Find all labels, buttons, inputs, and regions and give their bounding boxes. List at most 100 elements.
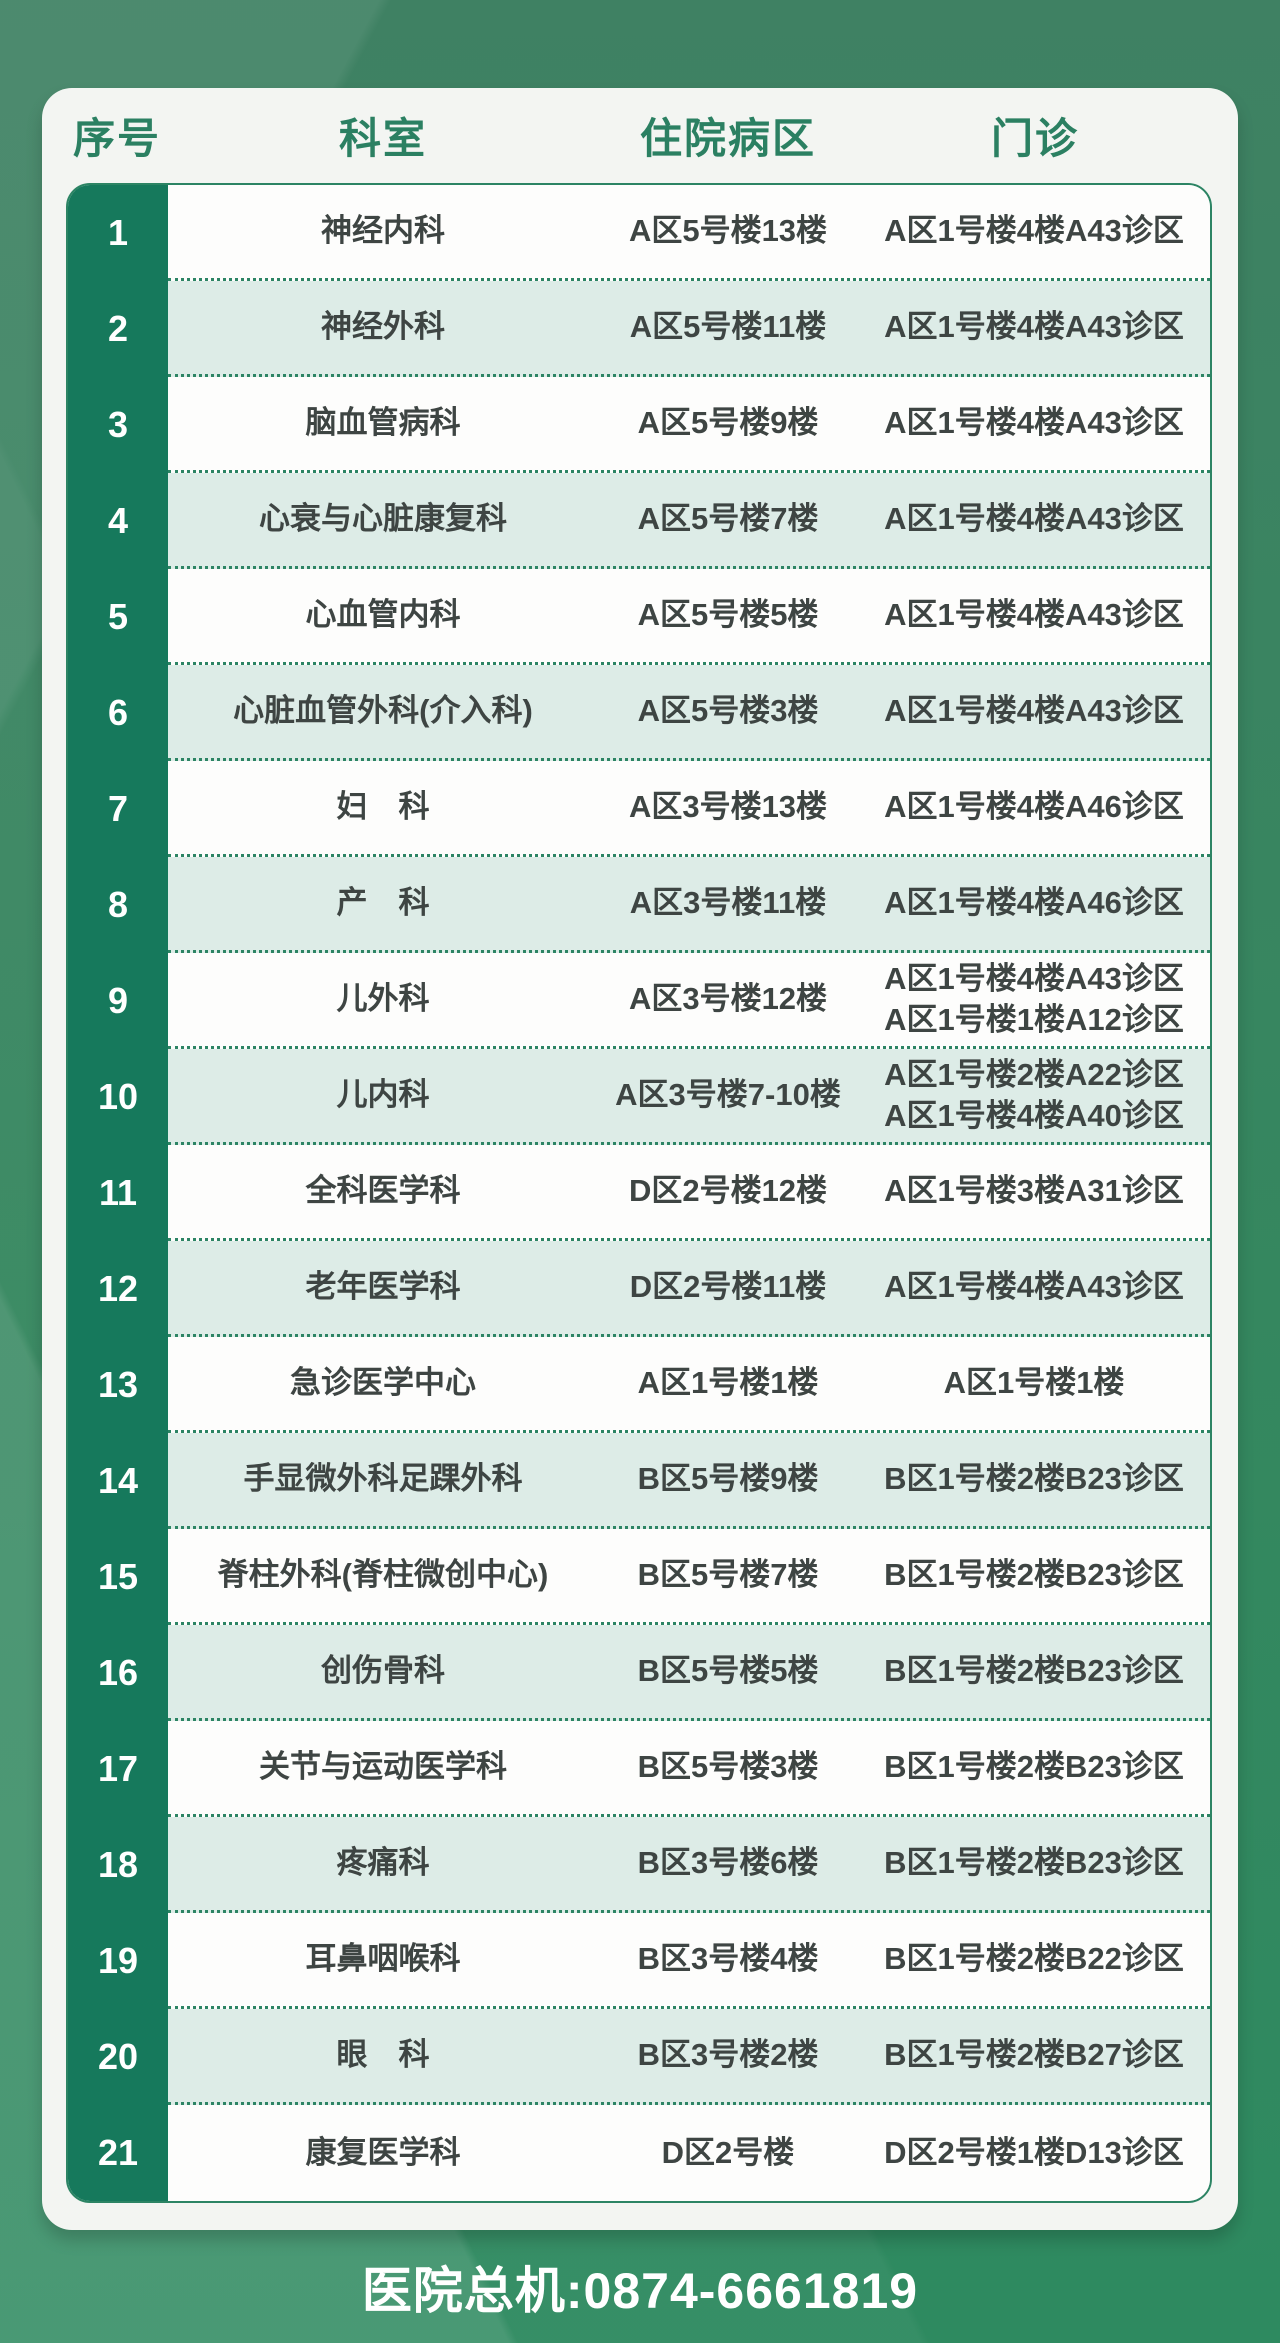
directory-card: 序号 科室 住院病区 门诊 1 神经内科 A区5号楼13楼 A区1号楼4楼A43诊区 2… <box>42 88 1238 2230</box>
table-row: 13 急诊医学中心 A区1号楼1楼 A区1号楼1楼 <box>68 1337 1210 1433</box>
row-content: 脑血管病科 A区5号楼9楼 A区1号楼4楼A43诊区 <box>168 377 1210 473</box>
clinic-line: A区1号楼4楼A46诊区 <box>884 789 1184 825</box>
table-row: 17 关节与运动医学科 B区5号楼3楼 B区1号楼2楼B23诊区 <box>68 1721 1210 1817</box>
row-index-cell: 19 <box>68 1913 168 2009</box>
ward-cell: B区5号楼5楼 <box>637 1653 819 1689</box>
row-content: 关节与运动医学科 B区5号楼3楼 B区1号楼2楼B23诊区 <box>168 1721 1210 1817</box>
table-row: 18 疼痛科 B区3号楼6楼 B区1号楼2楼B23诊区 <box>68 1817 1210 1913</box>
department-cell: 脑血管病科 <box>305 405 461 441</box>
row-index-cell: 15 <box>68 1529 168 1625</box>
table-row: 9 儿外科 A区3号楼12楼 A区1号楼4楼A43诊区 A区1号楼1楼A12诊区 <box>68 953 1210 1049</box>
department-cell: 老年医学科 <box>305 1269 461 1305</box>
table-row: 5 心血管内科 A区5号楼5楼 A区1号楼4楼A43诊区 <box>68 569 1210 665</box>
ward-cell: A区1号楼1楼 <box>637 1365 819 1401</box>
department-cell: 眼 科 <box>336 2037 430 2073</box>
row-index-cell: 7 <box>68 761 168 857</box>
row-index-cell: 1 <box>68 185 168 281</box>
clinic-cell: B区1号楼2楼B23诊区 <box>858 1747 1210 1787</box>
department-cell: 脊柱外科(脊柱微创中心) <box>217 1557 549 1593</box>
clinic-line: A区1号楼4楼A40诊区 <box>884 1097 1184 1133</box>
clinic-cell: A区1号楼4楼A43诊区 <box>858 691 1210 731</box>
ward-cell: D区2号楼11楼 <box>629 1269 827 1305</box>
clinic-line: A区1号楼4楼A43诊区 <box>884 213 1184 249</box>
row-index-cell: 21 <box>68 2105 168 2201</box>
table-row: 12 老年医学科 D区2号楼11楼 A区1号楼4楼A43诊区 <box>68 1241 1210 1337</box>
clinic-line: A区1号楼4楼A43诊区 <box>884 309 1184 345</box>
clinic-line: B区1号楼2楼B22诊区 <box>884 1941 1184 1977</box>
clinic-line: A区1号楼3楼A31诊区 <box>884 1173 1184 1209</box>
clinic-line: B区1号楼2楼B27诊区 <box>884 2037 1184 2073</box>
department-cell: 急诊医学中心 <box>290 1365 476 1401</box>
department-cell: 儿内科 <box>336 1077 430 1113</box>
clinic-line: B区1号楼2楼B23诊区 <box>884 1557 1184 1593</box>
row-index-cell: 2 <box>68 281 168 377</box>
clinic-line: B区1号楼2楼B23诊区 <box>884 1653 1184 1689</box>
clinic-line: B区1号楼2楼B23诊区 <box>884 1845 1184 1881</box>
ward-cell: B区3号楼4楼 <box>637 1941 819 1977</box>
clinic-cell: A区1号楼4楼A46诊区 <box>858 787 1210 827</box>
column-header-ward: 住院病区 <box>639 115 816 162</box>
table-row: 20 眼 科 B区3号楼2楼 B区1号楼2楼B27诊区 <box>68 2009 1210 2105</box>
table-row: 2 神经外科 A区5号楼11楼 A区1号楼4楼A43诊区 <box>68 281 1210 377</box>
department-cell: 关节与运动医学科 <box>259 1749 507 1785</box>
clinic-line: A区1号楼4楼A43诊区 <box>884 1269 1184 1305</box>
table-row: 16 创伤骨科 B区5号楼5楼 B区1号楼2楼B23诊区 <box>68 1625 1210 1721</box>
clinic-line: A区1号楼4楼A43诊区 <box>884 405 1184 441</box>
row-index-cell: 3 <box>68 377 168 473</box>
ward-cell: A区5号楼13楼 <box>628 213 828 249</box>
clinic-cell: A区1号楼1楼 <box>858 1363 1210 1403</box>
row-content: 神经外科 A区5号楼11楼 A区1号楼4楼A43诊区 <box>168 281 1210 377</box>
clinic-cell: B区1号楼2楼B23诊区 <box>858 1843 1210 1883</box>
column-header-index: 序号 <box>72 115 161 162</box>
row-content: 妇 科 A区3号楼13楼 A区1号楼4楼A46诊区 <box>168 761 1210 857</box>
row-index-cell: 4 <box>68 473 168 569</box>
clinic-cell: A区1号楼2楼A22诊区 A区1号楼4楼A40诊区 <box>858 1055 1210 1136</box>
table-row: 7 妇 科 A区3号楼13楼 A区1号楼4楼A46诊区 <box>68 761 1210 857</box>
table-row: 21 康复医学科 D区2号楼 D区2号楼1楼D13诊区 <box>68 2105 1210 2201</box>
table-row: 10 儿内科 A区3号楼7-10楼 A区1号楼2楼A22诊区 A区1号楼4楼A40诊区 <box>68 1049 1210 1145</box>
department-cell: 心衰与心脏康复科 <box>259 501 507 537</box>
row-content: 疼痛科 B区3号楼6楼 B区1号楼2楼B23诊区 <box>168 1817 1210 1913</box>
row-content: 老年医学科 D区2号楼11楼 A区1号楼4楼A43诊区 <box>168 1241 1210 1337</box>
ward-cell: D区2号楼12楼 <box>628 1173 828 1209</box>
clinic-cell: A区1号楼3楼A31诊区 <box>858 1171 1210 1211</box>
ward-cell: A区5号楼9楼 <box>637 405 819 441</box>
row-index-cell: 6 <box>68 665 168 761</box>
ward-cell: D区2号楼 <box>661 2134 795 2170</box>
column-header-department: 科室 <box>338 115 427 162</box>
clinic-cell: A区1号楼4楼A43诊区 <box>858 211 1210 251</box>
row-content: 心脏血管外科(介入科) A区5号楼3楼 A区1号楼4楼A43诊区 <box>168 665 1210 761</box>
table-row: 6 心脏血管外科(介入科) A区5号楼3楼 A区1号楼4楼A43诊区 <box>68 665 1210 761</box>
department-cell: 神经内科 <box>321 213 445 249</box>
clinic-cell: B区1号楼2楼B27诊区 <box>858 2035 1210 2075</box>
row-content: 手显微外科足踝外科 B区5号楼9楼 B区1号楼2楼B23诊区 <box>168 1433 1210 1529</box>
clinic-cell: A区1号楼4楼A43诊区 <box>858 1267 1210 1307</box>
row-content: 心衰与心脏康复科 A区5号楼7楼 A区1号楼4楼A43诊区 <box>168 473 1210 569</box>
department-cell: 儿外科 <box>336 981 430 1017</box>
ward-cell: B区5号楼3楼 <box>637 1749 819 1785</box>
table-body: 1 神经内科 A区5号楼13楼 A区1号楼4楼A43诊区 2 神经外科 A区5号楼11楼 A区… <box>66 183 1212 2203</box>
row-index-cell: 20 <box>68 2009 168 2105</box>
row-index-cell: 17 <box>68 1721 168 1817</box>
department-cell: 心血管内科 <box>305 597 461 633</box>
row-index-cell: 8 <box>68 857 168 953</box>
row-content: 脊柱外科(脊柱微创中心) B区5号楼7楼 B区1号楼2楼B23诊区 <box>168 1529 1210 1625</box>
ward-cell: A区5号楼3楼 <box>637 693 819 729</box>
clinic-cell: A区1号楼4楼A46诊区 <box>858 883 1210 923</box>
row-index-cell: 13 <box>68 1337 168 1433</box>
department-cell: 产 科 <box>336 885 430 921</box>
clinic-cell: B区1号楼2楼B23诊区 <box>858 1651 1210 1691</box>
table-row: 11 全科医学科 D区2号楼12楼 A区1号楼3楼A31诊区 <box>68 1145 1210 1241</box>
table-row: 3 脑血管病科 A区5号楼9楼 A区1号楼4楼A43诊区 <box>68 377 1210 473</box>
ward-cell: A区3号楼11楼 <box>629 885 827 921</box>
clinic-cell: A区1号楼4楼A43诊区 <box>858 307 1210 347</box>
clinic-cell: A区1号楼4楼A43诊区 <box>858 499 1210 539</box>
row-index-cell: 11 <box>68 1145 168 1241</box>
table-row: 8 产 科 A区3号楼11楼 A区1号楼4楼A46诊区 <box>68 857 1210 953</box>
table-row: 4 心衰与心脏康复科 A区5号楼7楼 A区1号楼4楼A43诊区 <box>68 473 1210 569</box>
ward-cell: A区3号楼12楼 <box>628 981 828 1017</box>
ward-cell: A区3号楼7-10楼 <box>615 1077 841 1113</box>
row-content: 神经内科 A区5号楼13楼 A区1号楼4楼A43诊区 <box>168 185 1210 281</box>
table-row: 1 神经内科 A区5号楼13楼 A区1号楼4楼A43诊区 <box>68 185 1210 281</box>
department-cell: 创伤骨科 <box>321 1653 445 1689</box>
